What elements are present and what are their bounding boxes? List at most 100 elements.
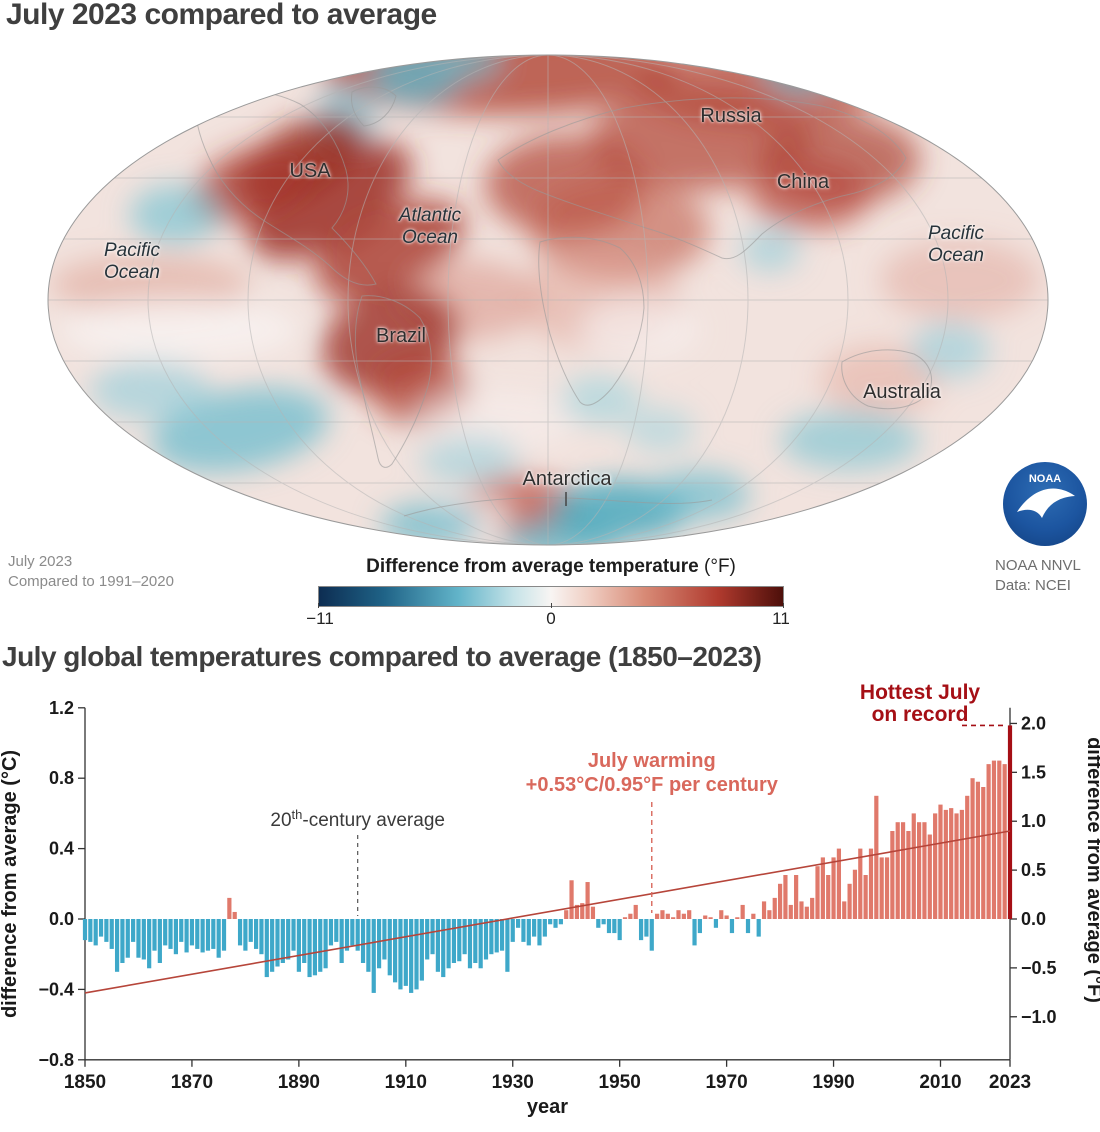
- temp-bar-1970: [724, 915, 729, 919]
- temp-bar-1896: [328, 919, 334, 946]
- temp-bar-1913: [419, 919, 424, 981]
- temp-bar-1921: [462, 919, 467, 955]
- x-tick-label: 1950: [599, 1072, 641, 1093]
- temp-bar-1895: [323, 919, 328, 969]
- temp-bar-1853: [98, 919, 104, 937]
- temp-bar-1879: [237, 919, 243, 946]
- temp-bar-1996: [863, 875, 868, 919]
- noaa-logo-art: NOAA: [1017, 473, 1075, 518]
- temp-bar-1917: [441, 919, 446, 978]
- temp-bar-1983: [794, 875, 799, 919]
- credit-line2: Data: NCEI: [995, 577, 1071, 594]
- temp-bar-2016: [970, 778, 975, 919]
- map-label-australia: Australia: [863, 381, 941, 403]
- temp-bar-1934: [532, 919, 537, 937]
- temp-bar-1916: [435, 919, 440, 972]
- temp-bar-1948: [606, 919, 612, 934]
- temp-bar-1966: [703, 915, 708, 919]
- temp-bar-1951: [622, 917, 628, 919]
- temp-bar-1975: [751, 913, 756, 919]
- temp-bar-2008: [927, 834, 932, 919]
- temp-bar-1857: [120, 919, 125, 963]
- temp-bar-1925: [483, 919, 489, 960]
- temp-bar-1852: [93, 919, 98, 946]
- temp-bar-2018: [981, 787, 986, 919]
- temp-bar-1927: [494, 919, 499, 953]
- y-tick-label-right: 0.0: [1021, 909, 1046, 929]
- temp-bar-1877: [227, 897, 232, 919]
- temp-bar-1874: [211, 919, 216, 949]
- temp-bar-2005: [911, 813, 916, 919]
- temp-bar-1929: [505, 919, 510, 972]
- map-label-china: China: [776, 171, 830, 193]
- temp-bar-1920: [457, 919, 462, 962]
- temp-bar-2003: [900, 822, 906, 919]
- temp-bar-1978: [767, 910, 772, 919]
- temp-bar-1974: [745, 919, 751, 934]
- temp-bar-1892: [307, 919, 312, 978]
- map-label-pacific-ocean-east: Pacific Ocean: [928, 223, 984, 266]
- temp-bar-1955: [644, 919, 649, 937]
- temp-bar-1946: [596, 919, 601, 928]
- temp-bar-1952: [628, 913, 633, 919]
- temp-bar-1949: [612, 919, 617, 934]
- temp-bar-1884: [264, 919, 269, 978]
- temp-bar-1928: [499, 919, 505, 951]
- credit-line1: NOAA NNVL: [995, 557, 1081, 574]
- temp-bar-2007: [922, 822, 927, 919]
- y-tick-label-right: 1.5: [1021, 762, 1046, 782]
- coastlines: [195, 86, 932, 517]
- temp-bar-1943: [580, 903, 585, 919]
- temp-bar-2023: [1007, 725, 1013, 919]
- temp-bar-2019: [986, 764, 991, 919]
- temp-bar-1958: [660, 910, 665, 919]
- temp-bar-1923: [473, 919, 478, 963]
- temp-bar-2009: [933, 813, 938, 919]
- temp-bar-2000: [884, 857, 890, 919]
- temp-bar-1935: [537, 919, 542, 946]
- temp-bar-1909: [398, 919, 403, 990]
- colorbar-legend: Difference from average temperature (°F)…: [306, 556, 790, 631]
- temp-bar-1979: [772, 897, 777, 919]
- temp-bar-1867: [173, 919, 178, 955]
- temp-bar-1919: [451, 919, 457, 963]
- colorbar-tick-max: 11: [772, 609, 790, 628]
- y-tick-label-left: 0.4: [49, 839, 74, 859]
- temp-bar-1981: [783, 875, 788, 919]
- temp-bar-1860: [136, 919, 141, 958]
- map-label-atlantic-ocean: Atlantic Ocean: [398, 205, 462, 248]
- temp-bar-1939: [558, 919, 563, 925]
- colorbar-tickmark-max: [783, 603, 784, 608]
- temp-bar-2015: [965, 795, 970, 919]
- temp-bar-1969: [719, 910, 724, 919]
- temp-bar-1905: [376, 919, 382, 969]
- temp-bar-1871: [195, 919, 200, 949]
- temp-bar-1968: [713, 919, 719, 928]
- colorbar-tick-min: −11: [306, 609, 334, 628]
- temp-bar-1990: [831, 857, 836, 919]
- temp-bar-1903: [366, 919, 371, 972]
- temp-bar-1876: [221, 919, 227, 951]
- temp-bar-1967: [708, 917, 713, 919]
- temp-bar-1887: [280, 919, 285, 963]
- temp-bar-1938: [553, 919, 558, 928]
- colorbar-ticks: −11 0 11: [306, 603, 790, 631]
- temp-bar-1998: [874, 795, 879, 919]
- temp-bar-1914: [425, 919, 430, 960]
- temp-bar-1995: [858, 848, 863, 919]
- temp-bar-1932: [521, 919, 526, 942]
- y-tick-label-left: −0.8: [38, 1050, 74, 1070]
- y-tick-label-left: 0.0: [49, 909, 74, 929]
- temp-bar-1885: [270, 919, 275, 972]
- temp-bar-1918: [446, 919, 451, 969]
- temp-bar-1902: [360, 919, 366, 963]
- hottest-annotation-line1: Hottest July: [860, 681, 981, 704]
- temp-bar-1989: [826, 875, 831, 919]
- temp-bar-1931: [515, 919, 521, 928]
- temp-bar-1961: [676, 910, 681, 919]
- temp-bar-1906: [382, 919, 387, 960]
- temp-bar-1870: [189, 919, 195, 946]
- temp-bar-1936: [542, 919, 547, 937]
- x-tick-label: 1910: [385, 1072, 427, 1093]
